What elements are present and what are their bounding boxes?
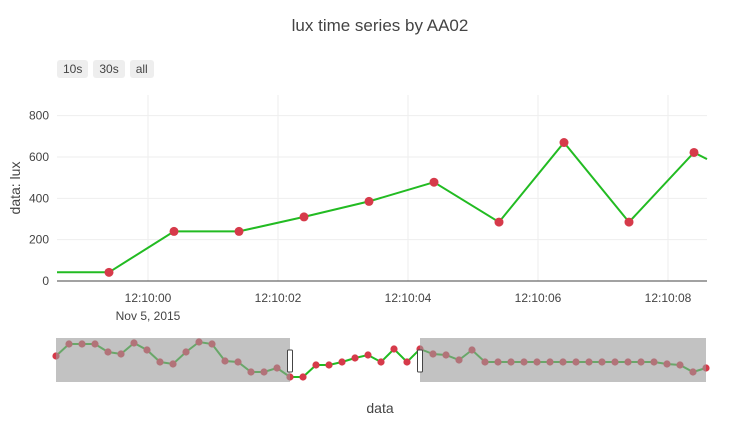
data-point (299, 212, 309, 222)
x-tick-label: 12:10:00 (125, 291, 172, 305)
range-slider-point (364, 351, 372, 359)
x-axis-title: data (366, 400, 393, 416)
x-tick-label: 12:10:08 (645, 291, 692, 305)
range-slider-point (403, 358, 411, 366)
data-point (624, 217, 634, 227)
series-line (57, 140, 708, 274)
y-tick-label: 200 (29, 233, 49, 247)
data-point (494, 217, 504, 227)
range-selector: 10s 30s all (57, 60, 154, 78)
range-slider-point (312, 361, 320, 369)
range-slider-handle-left[interactable] (287, 349, 293, 373)
range-slider-point (325, 361, 333, 369)
y-tick-label: 0 (42, 274, 49, 288)
range-button-10s[interactable]: 10s (57, 60, 89, 78)
chart-title: lux time series by AA02 (291, 16, 469, 35)
data-point (234, 226, 244, 236)
data-point (429, 177, 439, 187)
x-tick-label: 12:10:06 (515, 291, 562, 305)
data-point (364, 196, 374, 206)
range-button-30s[interactable]: 30s (93, 60, 125, 78)
x-tick-label: 12:10:02 (255, 291, 302, 305)
data-point (169, 226, 179, 236)
data-point (689, 147, 699, 157)
y-tick-label: 600 (29, 150, 49, 164)
y-tick-label: 800 (29, 109, 49, 123)
range-slider-point (338, 358, 346, 366)
range-slider-point (390, 345, 398, 353)
range-slider-point (351, 354, 359, 362)
range-slider-mask-left (56, 338, 290, 382)
range-button-all[interactable]: all (129, 60, 154, 78)
range-slider-point (299, 373, 307, 381)
data-point (559, 138, 569, 148)
range-slider-mask-right (420, 338, 706, 382)
y-tick-label: 400 (29, 191, 49, 205)
range-slider-handle-right[interactable] (417, 349, 423, 373)
x-tick-label: 12:10:04 (385, 291, 432, 305)
y-axis-title: data: lux (7, 162, 23, 215)
range-slider-point (377, 358, 385, 366)
data-point (104, 267, 114, 277)
x-date-label: Nov 5, 2015 (116, 309, 181, 323)
